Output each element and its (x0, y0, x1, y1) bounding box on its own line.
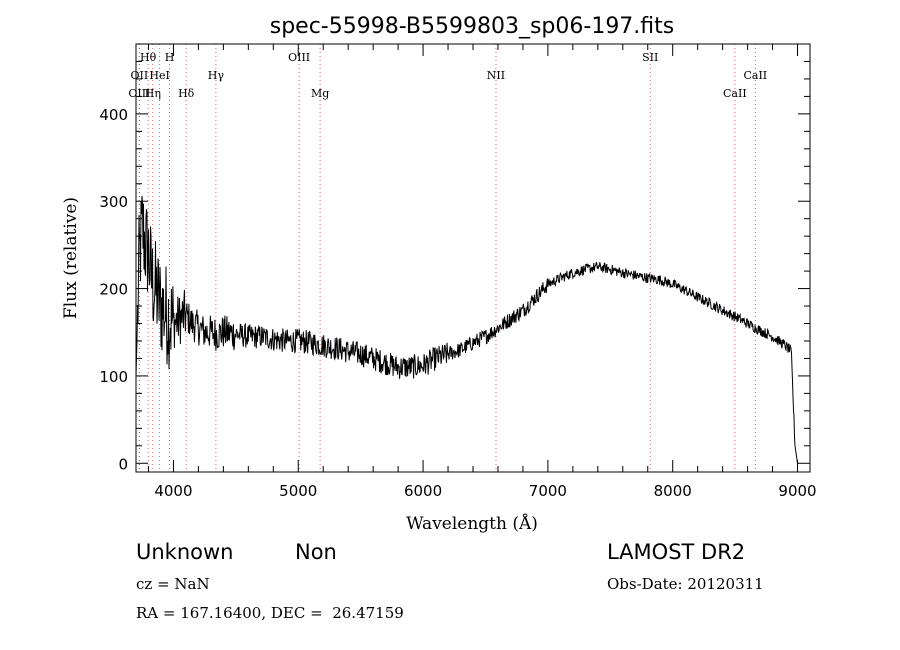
emission-line-markers (138, 44, 756, 472)
redshift-label: cz = NaN (136, 575, 210, 593)
chart-title: spec-55998-B5599803_sp06-197.fits (270, 14, 675, 39)
obs-date-label: Obs-Date: 20120311 (607, 575, 764, 593)
y-tick-label: 0 (118, 455, 128, 473)
x-tick-label: 5000 (279, 482, 317, 500)
y-tick-label: 100 (99, 368, 128, 386)
line-label: Hδ (178, 87, 195, 100)
flux-line (135, 195, 798, 464)
survey-label: LAMOST DR2 (607, 540, 746, 564)
y-tick-label: 400 (99, 106, 128, 124)
x-tick-label: 4000 (154, 482, 192, 500)
line-label: Hθ (140, 51, 157, 64)
x-axis: 4000 5000 6000 7000 8000 9000 (147, 44, 817, 500)
x-tick-label: 6000 (404, 482, 442, 500)
line-label: SII (642, 51, 658, 64)
x-axis-label: Wavelength (Å) (406, 513, 538, 534)
y-tick-label: 300 (99, 193, 128, 211)
line-label: CaII (743, 69, 767, 82)
plot-frame (135, 43, 811, 473)
line-label: OIII (288, 51, 310, 64)
line-label: H (165, 51, 175, 64)
line-label: HeI (149, 69, 169, 82)
x-tick-label: 8000 (654, 482, 692, 500)
subclass-label: Non (295, 540, 337, 564)
y-axis-label: Flux (relative) (61, 197, 81, 319)
line-label: OIII (128, 87, 150, 100)
line-label: Mg (311, 87, 329, 100)
x-tick-label: 7000 (529, 482, 567, 500)
line-label: Hη (145, 87, 161, 100)
x-tick-label: 9000 (778, 482, 816, 500)
flux-series (135, 195, 798, 464)
line-label: OII (131, 69, 149, 82)
coordinates-label: RA = 167.16400, DEC = 26.47159 (136, 604, 404, 622)
line-label: Hγ (208, 69, 225, 82)
line-label: CaII (723, 87, 747, 100)
class-label: Unknown (136, 540, 234, 564)
y-axis: 0 100 200 300 400 (99, 60, 810, 473)
y-tick-label: 200 (99, 281, 128, 299)
line-label: NII (487, 69, 505, 82)
